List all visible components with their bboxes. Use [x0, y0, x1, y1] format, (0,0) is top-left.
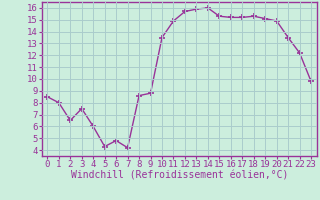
- X-axis label: Windchill (Refroidissement éolien,°C): Windchill (Refroidissement éolien,°C): [70, 171, 288, 181]
